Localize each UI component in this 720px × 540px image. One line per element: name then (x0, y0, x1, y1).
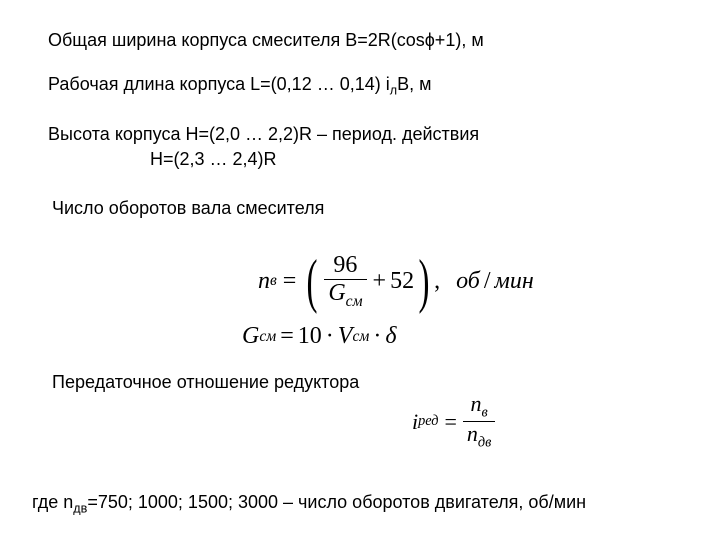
paren-right: ) (419, 251, 430, 311)
formula-nv: nв = ( 96 Gсм + 52 ) , об/мин (258, 250, 534, 312)
text: Рабочая длина корпуса L=(0,12 … 0,14) i (48, 74, 390, 94)
subscript-l: л (390, 84, 397, 98)
frac-den: nдв (463, 422, 495, 451)
unit-slash: / (484, 268, 491, 294)
equals: = (445, 407, 457, 437)
sym-G: G (242, 320, 259, 352)
unit-min: мин (495, 268, 534, 294)
paren-left: ( (307, 251, 318, 311)
line-height-body-2: H=(2,3 … 2,4)R (150, 147, 277, 171)
sym-G-sub: см (346, 293, 363, 310)
line-height-body-1: Высота корпуса H=(2,0 … 2,2)R – период. … (48, 122, 479, 146)
page: Общая ширина корпуса смесителя B=2R(cosϕ… (0, 0, 720, 540)
unit-ob: об (456, 268, 480, 294)
dot: · (373, 320, 381, 352)
comma: , (434, 265, 440, 297)
fraction: 96 Gсм (324, 252, 366, 309)
fraction: nв nдв (463, 392, 495, 451)
plus: + (373, 265, 387, 297)
sym-delta: δ (385, 320, 396, 352)
frac-num: nв (467, 392, 492, 421)
line-where-ndv: где nдв=750; 1000; 1500; 3000 – число об… (32, 490, 586, 518)
sym-n-sub: в (270, 270, 277, 291)
equals: = (283, 265, 297, 297)
addend: 52 (390, 265, 414, 297)
text: =750; 1000; 1500; 3000 – число оборотов … (87, 492, 586, 512)
sym-n: n (467, 421, 478, 446)
line-width-body: Общая ширина корпуса смесителя B=2R(cosϕ… (48, 28, 484, 52)
sym-n-sub: дв (478, 435, 491, 451)
const-10: 10 (298, 320, 322, 352)
sym-n-sub: в (482, 404, 488, 420)
sym-G-sub: см (259, 326, 276, 347)
sym-n: n (258, 265, 270, 297)
subscript-dv: дв (73, 502, 87, 516)
formula-ired: iред = nв nдв (412, 392, 495, 451)
formula-gcm: Gсм = 10 · Vсм · δ (242, 320, 396, 352)
sym-n: n (471, 391, 482, 416)
line-working-length: Рабочая длина корпуса L=(0,12 … 0,14) iл… (48, 72, 431, 100)
dot: · (326, 320, 334, 352)
sym-G: G (328, 280, 345, 306)
text: где n (32, 492, 73, 512)
line-gear-ratio-label: Передаточное отношение редуктора (52, 370, 359, 394)
text: B, м (397, 74, 431, 94)
frac-num: 96 (329, 252, 361, 278)
sym-V: V (338, 320, 353, 352)
equals: = (280, 320, 294, 352)
sym-i-sub: ред (418, 412, 438, 431)
sym-V-sub: см (352, 326, 369, 347)
line-shaft-rpm-label: Число оборотов вала смесителя (52, 196, 324, 220)
unit: об/мин (456, 265, 534, 297)
frac-den: Gсм (324, 280, 366, 310)
